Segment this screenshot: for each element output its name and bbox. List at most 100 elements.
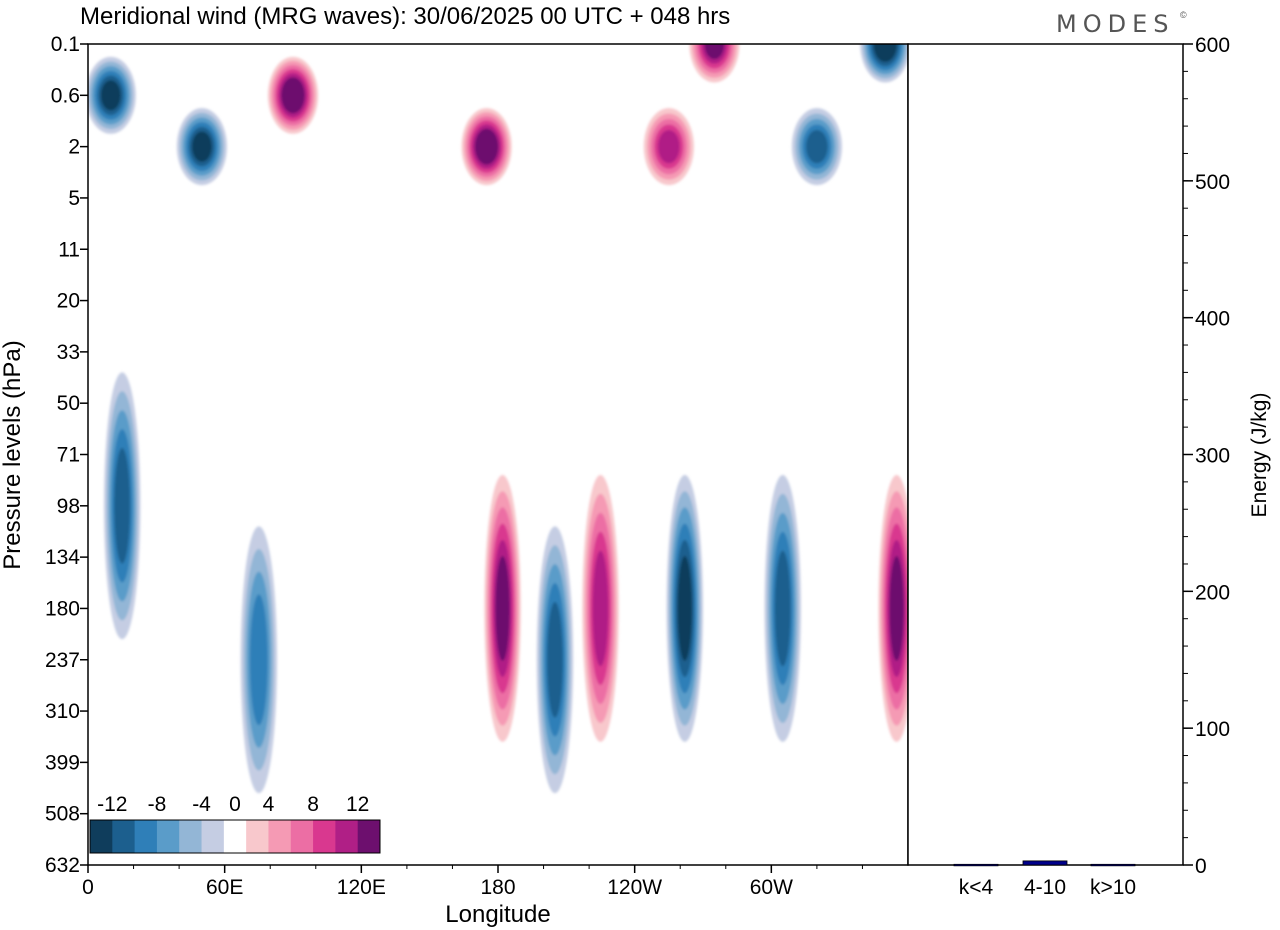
contour-feature [88, 56, 136, 134]
energy-tick-label: 0 [1195, 855, 1207, 878]
contour-feature [582, 475, 619, 742]
chart-title: Meridional wind (MRG waves): 30/06/2025 … [80, 3, 730, 30]
energy-x-axis: k<4 4-10 k>10 [959, 876, 1136, 899]
contour-feature [643, 108, 694, 186]
energy-category-label: 4-10 [1024, 876, 1066, 899]
contour-level [592, 550, 609, 667]
y-axis-label: Pressure levels (hPa) [0, 340, 26, 569]
contour-feature [860, 44, 908, 83]
energy-category-label: k>10 [1090, 876, 1136, 899]
contour-level [774, 550, 791, 667]
colorbar-swatch [201, 820, 225, 853]
colorbar-swatch [112, 820, 136, 853]
colorbar-label: 4 [263, 793, 275, 816]
colorbar-label: 12 [346, 793, 369, 816]
contour-level [283, 81, 303, 110]
contour-level [249, 594, 268, 726]
heatmap-panel: 0 60E 120E 180 120W 60W 0.1 0.6 2 5 11 20 33 50 71 98 1… [0, 33, 909, 928]
contour-feature [176, 108, 227, 186]
x-tick-label: 180 [480, 876, 515, 899]
energy-bar [1022, 860, 1068, 866]
y-tick-label: 0.6 [51, 84, 80, 107]
y-tick-label: 50 [57, 392, 80, 415]
contour-level [704, 44, 725, 60]
contour-feature [689, 44, 740, 83]
colorbar-label: -12 [97, 793, 127, 816]
y-tick-label: 134 [45, 546, 80, 569]
contour-level [495, 556, 510, 661]
colorbar-swatch [335, 820, 359, 853]
energy-y-axis: 0 100 200 300 400 500 600 [1183, 34, 1230, 878]
contour-feature [536, 526, 574, 794]
energy-tick-label: 500 [1195, 171, 1230, 194]
contour-feature [461, 108, 512, 186]
contour-level [806, 129, 828, 164]
energy-axis-label: Energy (J/kg) [1248, 393, 1271, 518]
energy-tick-label: 100 [1195, 718, 1230, 741]
colorbar-frame [89, 819, 381, 854]
y-tick-label: 98 [57, 495, 80, 518]
contour-level [889, 556, 904, 661]
energy-bar [1090, 863, 1136, 867]
energy-tick-label: 600 [1195, 34, 1230, 57]
colorbar: -12 -8 -4 0 4 8 12 [89, 793, 381, 854]
y-tick-label: 71 [57, 444, 80, 467]
contour-level [657, 129, 680, 164]
contour-level [192, 131, 212, 162]
contour-level [876, 44, 895, 58]
y-tick-label: 20 [57, 290, 80, 313]
contour-feature [666, 475, 703, 742]
contour-level [114, 448, 131, 564]
contour-feature [103, 372, 141, 640]
contour-level [677, 556, 692, 661]
contour-feature [240, 526, 278, 794]
colorbar-label: 8 [307, 793, 319, 816]
x-axis: 0 60E 120E 180 120W 60W [82, 865, 863, 899]
y-tick-label: 399 [45, 751, 80, 774]
contour-feature [791, 108, 842, 186]
colorbar-swatch [246, 820, 269, 853]
x-tick-label: 0 [82, 876, 94, 899]
contour-feature [484, 475, 521, 742]
colorbar-swatch [357, 820, 381, 853]
energy-tick-label: 400 [1195, 308, 1230, 331]
y-tick-label: 180 [45, 597, 80, 620]
energy-panel: 0 100 200 300 400 500 600 k<4 4-10 k>10 Energy (… [907, 34, 1271, 899]
y-tick-label: 5 [68, 187, 80, 210]
colorbar-swatch [223, 820, 247, 853]
colorbar-label: -4 [192, 793, 211, 816]
y-tick-label: 310 [45, 700, 80, 723]
contour-level [477, 132, 496, 161]
x-axis-label: Longitude [445, 901, 550, 928]
colorbar-swatch [290, 820, 314, 853]
colorbar-swatch [179, 820, 203, 853]
contour-feature [764, 475, 801, 742]
x-tick-label: 120W [607, 876, 662, 899]
y-tick-label: 33 [57, 341, 80, 364]
y-tick-label: 2 [68, 136, 80, 159]
contour-feature [878, 475, 908, 742]
colorbar-label: 0 [229, 793, 241, 816]
wind-contours [88, 44, 908, 794]
contour-feature [267, 56, 319, 134]
modes-logo: MODES [1056, 10, 1174, 38]
y-tick-label: 632 [45, 854, 80, 877]
colorbar-label: -8 [148, 793, 167, 816]
y-tick-label: 508 [45, 803, 80, 826]
energy-bars [953, 860, 1136, 867]
energy-tick-label: 200 [1195, 581, 1230, 604]
x-tick-label: 60E [206, 876, 243, 899]
y-tick-label: 0.1 [51, 33, 80, 56]
y-tick-label: 237 [45, 649, 80, 672]
colorbar-swatch [90, 820, 113, 853]
energy-frame [907, 43, 1184, 866]
colorbar-swatch [134, 820, 158, 853]
contour-level [547, 601, 563, 718]
modes-logo-mark: © [1180, 10, 1187, 20]
energy-category-label: k<4 [959, 876, 994, 899]
colorbar-swatch [156, 820, 180, 853]
x-tick-label: 60W [750, 876, 793, 899]
colorbar-swatch [313, 820, 336, 853]
energy-tick-label: 300 [1195, 445, 1230, 468]
